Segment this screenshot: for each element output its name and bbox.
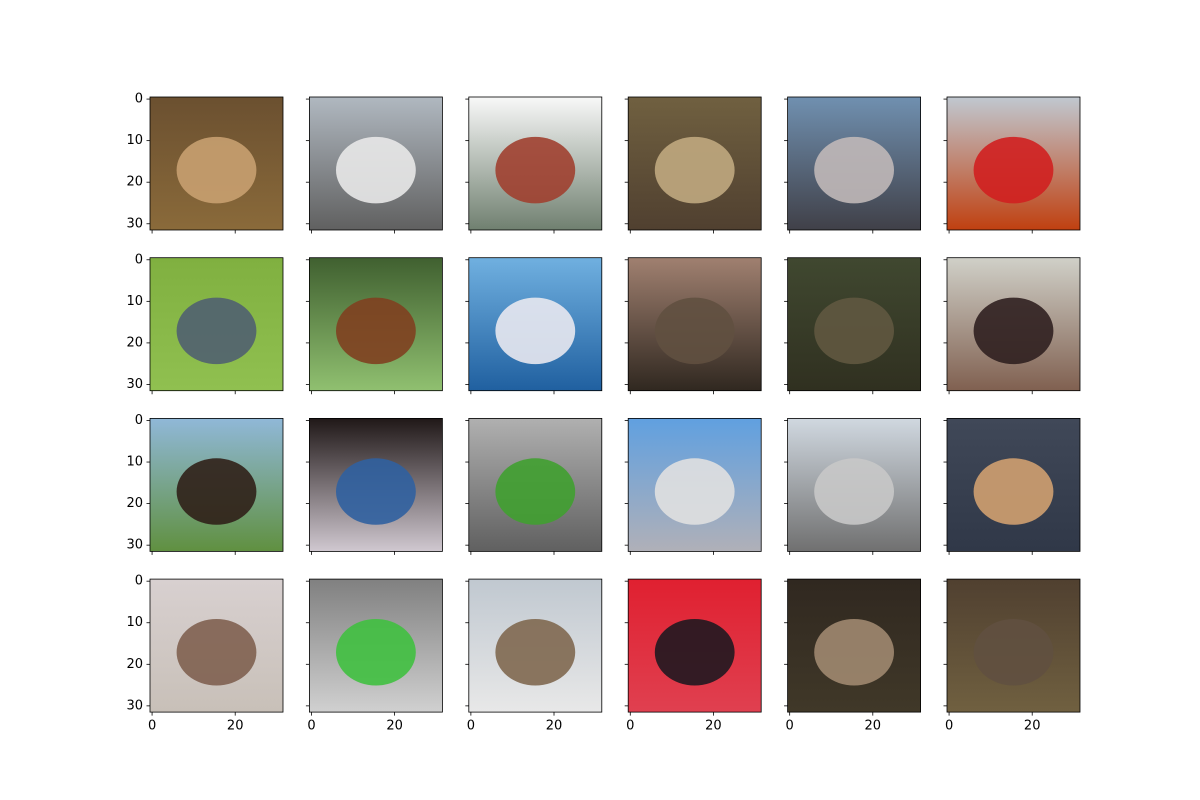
x-tick-label: 20 bbox=[1024, 719, 1041, 734]
axes-frame bbox=[149, 417, 284, 552]
axes-frame bbox=[308, 417, 443, 552]
image-subject bbox=[176, 619, 257, 686]
y-tick-label: 0 bbox=[135, 413, 143, 428]
y-tick-label: 10 bbox=[126, 455, 143, 470]
image-subject bbox=[654, 297, 735, 365]
axes-frame bbox=[946, 257, 1081, 392]
image-subject bbox=[973, 458, 1054, 525]
image-subject bbox=[495, 619, 576, 686]
axes-frame bbox=[468, 257, 603, 392]
axes-frame bbox=[627, 257, 762, 392]
y-tick-label: 0 bbox=[135, 252, 143, 267]
x-tick-label: 20 bbox=[386, 719, 403, 734]
y-tick-label: 30 bbox=[126, 698, 143, 713]
x-tick-label: 20 bbox=[705, 719, 722, 734]
axes-frame bbox=[627, 578, 762, 713]
y-tick-label: 20 bbox=[126, 335, 143, 350]
y-tick-label: 10 bbox=[126, 615, 143, 630]
axes-frame bbox=[308, 578, 443, 713]
y-tick-label: 30 bbox=[126, 377, 143, 392]
axes-frame bbox=[787, 578, 921, 713]
x-tick-label: 0 bbox=[945, 719, 953, 734]
image-subject bbox=[495, 458, 576, 525]
x-tick-label: 20 bbox=[546, 719, 563, 734]
image-subject bbox=[973, 619, 1054, 686]
image-subject bbox=[336, 619, 416, 686]
y-tick-label: 20 bbox=[126, 175, 143, 190]
axes-frame bbox=[468, 578, 603, 713]
axes-frame bbox=[946, 578, 1081, 713]
image-subject bbox=[814, 297, 894, 365]
x-tick-label: 0 bbox=[626, 719, 634, 734]
axes-frame bbox=[149, 96, 284, 231]
x-tick-label: 20 bbox=[227, 719, 244, 734]
image-subject bbox=[176, 136, 257, 204]
image-subject bbox=[336, 297, 416, 365]
image-subject bbox=[814, 136, 894, 204]
image-subject bbox=[495, 136, 576, 204]
image-subject bbox=[973, 297, 1054, 365]
y-tick-label: 0 bbox=[135, 92, 143, 107]
y-tick-label: 30 bbox=[126, 538, 143, 553]
axes-frame bbox=[308, 96, 443, 231]
axes-frame bbox=[946, 96, 1081, 231]
image-subject bbox=[973, 136, 1054, 204]
image-subject bbox=[654, 458, 735, 525]
image-subject bbox=[654, 136, 735, 204]
y-tick-label: 10 bbox=[126, 294, 143, 309]
image-subject bbox=[814, 458, 894, 525]
axes-frame bbox=[149, 578, 284, 713]
image-subject bbox=[176, 297, 257, 365]
image-subject bbox=[336, 136, 416, 204]
axes-frame bbox=[627, 96, 762, 231]
axes-frame bbox=[946, 417, 1081, 552]
y-tick-label: 30 bbox=[126, 216, 143, 231]
x-tick-label: 20 bbox=[865, 719, 882, 734]
y-tick-label: 20 bbox=[126, 496, 143, 511]
x-tick-label: 0 bbox=[786, 719, 794, 734]
y-tick-label: 0 bbox=[135, 574, 143, 589]
image-subject bbox=[336, 458, 416, 525]
y-tick-label: 10 bbox=[126, 133, 143, 148]
x-tick-label: 0 bbox=[307, 719, 315, 734]
axes-frame bbox=[308, 257, 443, 392]
image-subject bbox=[654, 619, 735, 686]
x-tick-label: 0 bbox=[467, 719, 475, 734]
y-tick-label: 20 bbox=[126, 657, 143, 672]
image-subject bbox=[495, 297, 576, 365]
x-tick-label: 0 bbox=[148, 719, 156, 734]
axes-frame bbox=[787, 257, 921, 392]
axes-frame bbox=[468, 96, 603, 231]
axes-frame bbox=[627, 417, 762, 552]
image-subject bbox=[176, 458, 257, 525]
axes-frame bbox=[787, 96, 921, 231]
axes-frame bbox=[468, 417, 603, 552]
axes-frame bbox=[149, 257, 284, 392]
image-subject bbox=[814, 619, 894, 686]
axes-frame bbox=[787, 417, 921, 552]
